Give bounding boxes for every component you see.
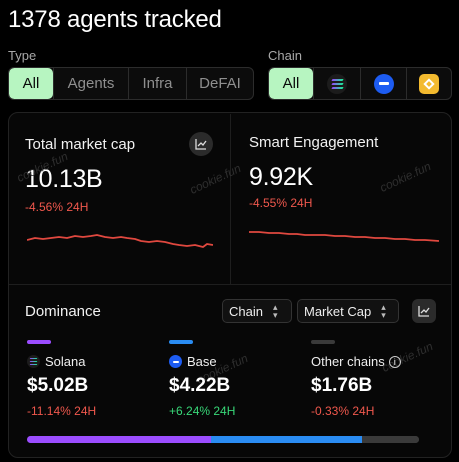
- market-cap-sparkline: [27, 234, 213, 248]
- solana-share: [27, 436, 212, 443]
- base-label: Base: [169, 354, 217, 369]
- chain-filter-group: All: [268, 67, 452, 100]
- chevron-updown-icon: ▴ ▾: [381, 302, 386, 320]
- market-cap-change: -4.56% 24H: [25, 200, 89, 214]
- page-title: 1378 agents tracked: [8, 6, 222, 33]
- dominance-chart-button[interactable]: [412, 299, 436, 323]
- base-icon: [373, 73, 394, 94]
- base-name: Base: [187, 354, 217, 369]
- solana-name: Solana: [45, 354, 86, 369]
- solana-label: Solana: [27, 354, 85, 369]
- base-share: [211, 436, 363, 443]
- chain-option-solana[interactable]: [313, 68, 360, 99]
- solana-icon: [27, 355, 40, 368]
- bnb-icon: [419, 73, 439, 94]
- base-icon: [169, 355, 182, 368]
- type-option-all[interactable]: All: [9, 68, 53, 99]
- engagement-value: 9.92K: [249, 163, 313, 191]
- chain-option-all[interactable]: All: [269, 68, 313, 99]
- chain-dropdown[interactable]: Chain ▴ ▾: [222, 299, 292, 323]
- type-filter-group: All Agents Infra DeFAI: [8, 67, 254, 100]
- solana-change: -11.14% 24H: [27, 404, 97, 418]
- other-change: -0.33% 24H: [311, 404, 375, 418]
- section-divider: [9, 284, 451, 285]
- other-value: $1.76B: [311, 375, 373, 396]
- chain-option-bnb[interactable]: [406, 68, 451, 99]
- market-cap-chart-button[interactable]: [189, 132, 213, 156]
- card-divider: [230, 114, 231, 284]
- type-option-defai[interactable]: DeFAI: [186, 68, 253, 99]
- chevron-updown-icon: ▴ ▾: [272, 302, 278, 320]
- solana-icon: [327, 73, 347, 94]
- type-option-infra[interactable]: Infra: [128, 68, 186, 99]
- base-value: $4.22B: [169, 375, 231, 396]
- other-color-bar: [311, 340, 335, 344]
- other-share: [362, 436, 419, 443]
- chart-icon: [195, 139, 207, 150]
- chain-option-base[interactable]: [360, 68, 406, 99]
- market-cap-value: 10.13B: [25, 165, 103, 193]
- dominance-title: Dominance: [25, 303, 101, 320]
- other-name: Other chains: [311, 354, 385, 369]
- metric-dropdown[interactable]: Market Cap ▴ ▾: [297, 299, 399, 323]
- base-change: +6.24% 24H: [169, 404, 236, 418]
- chart-icon: [418, 306, 430, 317]
- solana-value: $5.02B: [27, 375, 89, 396]
- solana-color-bar: [27, 340, 51, 344]
- market-cap-title: Total market cap: [25, 136, 136, 153]
- type-option-agents[interactable]: Agents: [53, 68, 128, 99]
- engagement-change: -4.55% 24H: [249, 196, 313, 210]
- info-icon[interactable]: i: [388, 355, 401, 368]
- other-label: Other chains i: [311, 354, 401, 369]
- type-filter-label: Type: [8, 48, 37, 63]
- dominance-split-bar: [27, 436, 419, 443]
- chain-dropdown-label: Chain: [229, 303, 263, 319]
- engagement-sparkline: [249, 231, 439, 242]
- base-color-bar: [169, 340, 193, 344]
- chain-filter-label: Chain: [268, 48, 302, 63]
- engagement-title: Smart Engagement: [249, 134, 379, 151]
- metric-dropdown-label: Market Cap: [304, 303, 372, 319]
